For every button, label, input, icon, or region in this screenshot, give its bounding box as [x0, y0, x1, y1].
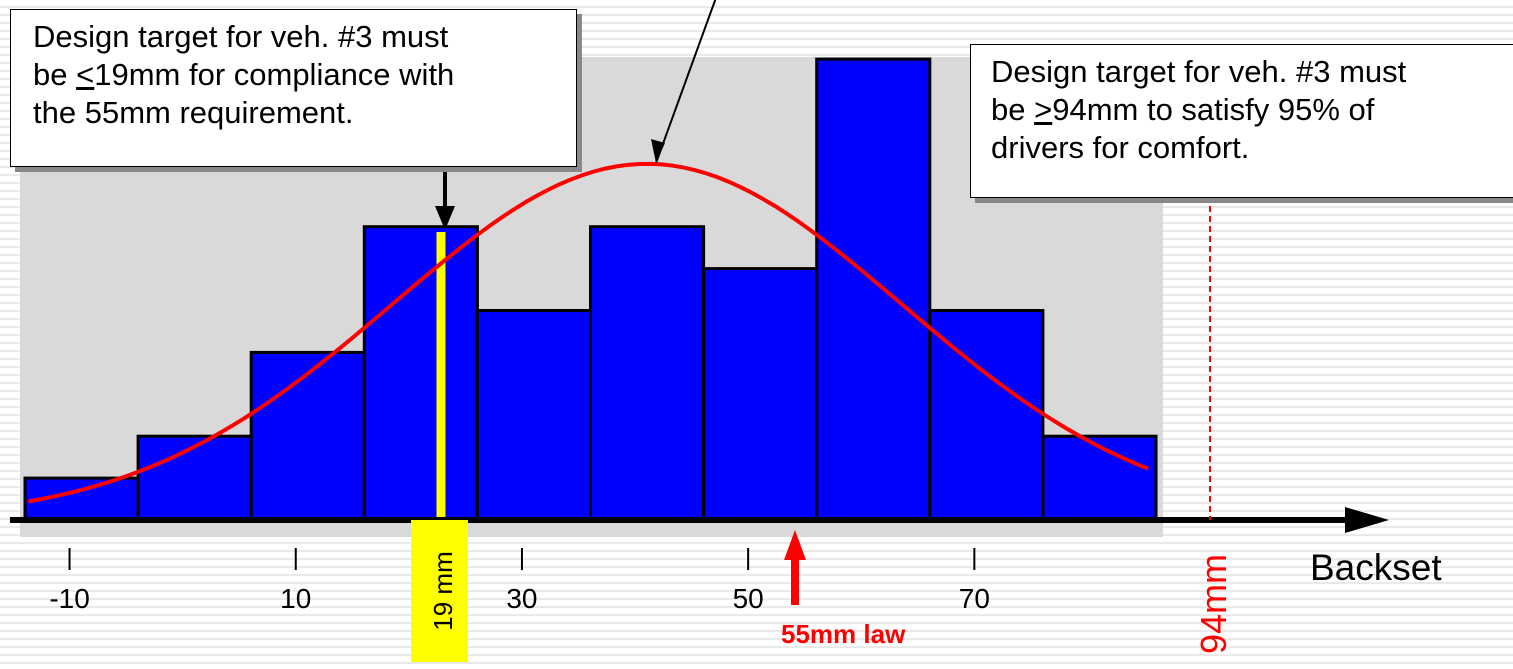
tick-label-3: 50: [733, 583, 764, 614]
ticks-group: -10 10 30 50 70: [49, 548, 990, 614]
bar-7: [815, 57, 932, 522]
law-arrow-head: [784, 530, 806, 560]
law-label: 55mm law: [781, 619, 906, 649]
bar-1: [136, 434, 253, 522]
callout-left-line2: be <19mm for compliance with: [33, 57, 455, 92]
callout-right-line1: Design target for veh. #3 must: [991, 54, 1407, 89]
tick-label-2: 30: [506, 583, 537, 614]
x-axis-arrowhead: [1345, 507, 1389, 533]
bar-6: [702, 267, 819, 522]
curve-pointer-line: [655, 0, 717, 164]
tick-label-4: 70: [959, 583, 990, 614]
bar-4: [475, 309, 592, 522]
tick-label-1: 10: [280, 583, 311, 614]
bar-5: [589, 225, 706, 522]
callout-right-line3: drivers for comfort.: [991, 130, 1250, 165]
normal-curve: [28, 161, 1149, 504]
tick-label-0: -10: [49, 583, 89, 614]
bar-9: [1041, 434, 1158, 522]
x-axis-label: Backset: [1310, 547, 1442, 588]
bar-2: [249, 350, 366, 522]
callout-left-line3: the 55mm requirement.: [33, 95, 354, 130]
callout-left: Design target for veh. #3 must be <19mm …: [10, 9, 577, 167]
marker-94-label: 94mm: [1193, 554, 1234, 654]
bar-3: [362, 225, 479, 522]
left-callout-arrow-head: [435, 206, 455, 230]
marker-19-label: 19 mm: [428, 551, 458, 630]
curve-pointer-head: [651, 139, 665, 163]
marker-19-label-box: [411, 520, 468, 662]
callout-left-line1: Design target for veh. #3 must: [33, 19, 449, 54]
callout-right-line2: be >94mm to satisfy 95% of: [991, 92, 1375, 127]
callout-right: Design target for veh. #3 must be >94mm …: [970, 44, 1513, 198]
